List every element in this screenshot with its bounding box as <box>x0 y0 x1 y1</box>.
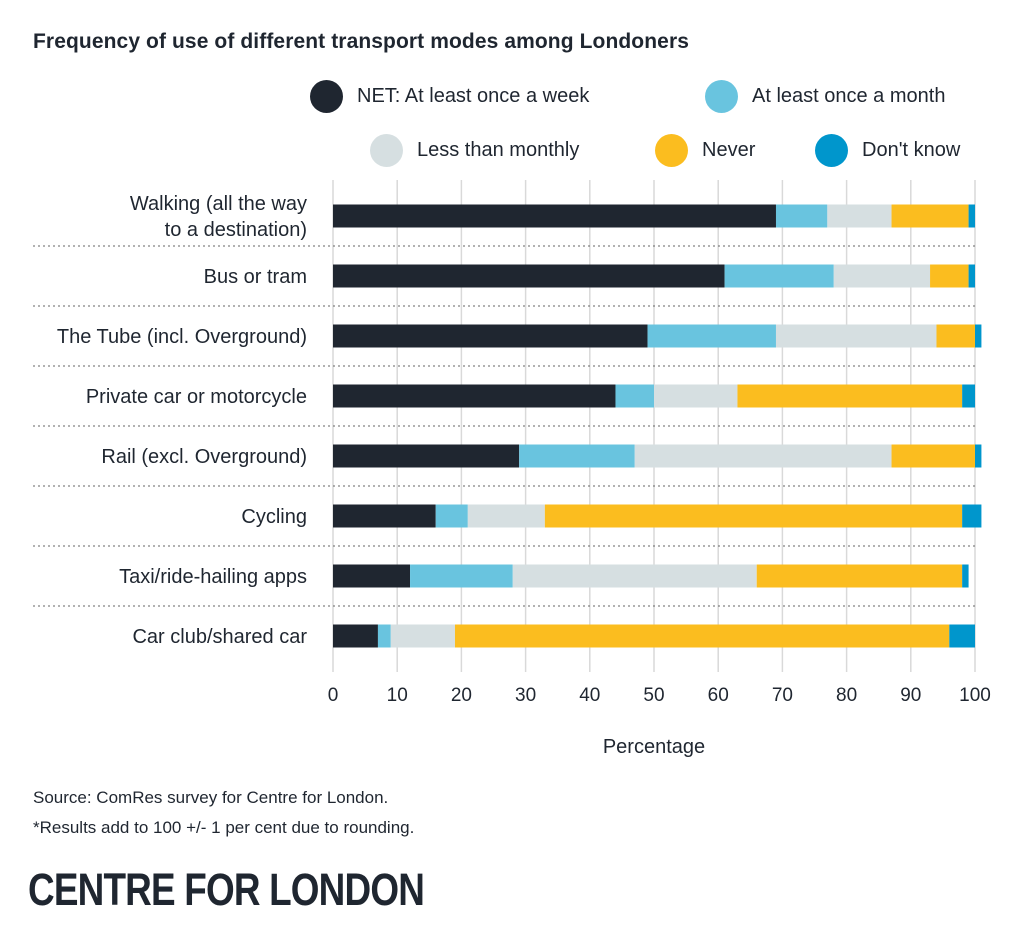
legend-label-monthly: At least once a month <box>752 85 946 107</box>
bar-segment <box>962 504 982 528</box>
legend-swatch-never <box>655 134 688 167</box>
legend-swatch-monthly <box>705 80 738 113</box>
x-axis-label: Percentage <box>603 736 705 758</box>
bar-segment <box>968 204 975 228</box>
source-note: Source: ComRes survey for Centre for Lon… <box>33 788 389 807</box>
bar-segment <box>333 384 616 408</box>
legend-item-never: Never <box>655 134 755 167</box>
legend-item-less-than-monthly: Less than monthly <box>370 134 579 167</box>
x-tick-label: 80 <box>836 685 857 706</box>
bar-segment <box>333 624 378 648</box>
chart-title: Frequency of use of different transport … <box>33 30 689 53</box>
bar-segment <box>756 564 963 588</box>
legend-item-dont-know: Don't know <box>815 134 960 167</box>
category-label: Cycling <box>241 506 307 528</box>
legend-label-never: Never <box>702 139 756 161</box>
legend-swatch-weekly <box>310 80 343 113</box>
bar-segment <box>647 324 776 348</box>
category-label: The Tube (incl. Overground) <box>57 326 307 348</box>
bar-segment <box>936 324 975 348</box>
category-label: Taxi/ride-hailing apps <box>119 566 307 588</box>
legend-item-monthly: At least once a month <box>705 80 945 113</box>
bar-segment <box>435 504 468 528</box>
bar-segment <box>737 384 963 408</box>
bar-segment <box>827 204 892 228</box>
bar-segment <box>634 444 892 468</box>
bar-segment <box>968 264 975 288</box>
category-label: to a destination) <box>165 219 307 241</box>
bar-segment <box>962 384 975 408</box>
bar-segment <box>775 204 828 228</box>
category-label: Private car or motorcycle <box>86 386 307 408</box>
x-tick-label: 50 <box>643 685 664 706</box>
rounding-note: *Results add to 100 +/- 1 per cent due t… <box>33 818 415 837</box>
bar-segment <box>833 264 931 288</box>
category-label: Walking (all the way <box>130 193 307 215</box>
bar-segment <box>775 324 937 348</box>
bar-segment <box>512 564 757 588</box>
legend-swatch-dont-know <box>815 134 848 167</box>
x-tick-label: 10 <box>387 685 408 706</box>
brand-logo: CENTRE FOR LONDON <box>28 864 425 915</box>
x-tick-label: 40 <box>579 685 600 706</box>
bar-segment <box>467 504 545 528</box>
bar-segment <box>975 444 982 468</box>
bar-segment <box>615 384 654 408</box>
bar-segment <box>410 564 513 588</box>
x-tick-label: 0 <box>328 685 339 706</box>
x-tick-label: 30 <box>515 685 536 706</box>
bar-segment <box>333 444 520 468</box>
bar-segment <box>390 624 455 648</box>
bar-segment <box>962 564 969 588</box>
bar-segment <box>333 324 648 348</box>
category-label: Car club/shared car <box>132 626 307 648</box>
bar-segment <box>454 624 950 648</box>
bar-segment <box>930 264 969 288</box>
bar-segment <box>333 564 411 588</box>
bar-segment <box>544 504 963 528</box>
x-tick-label: 60 <box>708 685 729 706</box>
x-tick-label: 90 <box>900 685 921 706</box>
bar-segment <box>333 504 436 528</box>
x-tick-label: 70 <box>772 685 793 706</box>
bar-segment <box>654 384 738 408</box>
bar-segment <box>891 204 969 228</box>
category-label: Bus or tram <box>204 266 307 288</box>
x-tick-label: 100 <box>959 685 991 706</box>
bar-segment <box>891 444 975 468</box>
legend-label-dont-know: Don't know <box>862 139 961 161</box>
legend-item-weekly: NET: At least once a week <box>310 80 589 113</box>
x-tick-label: 20 <box>451 685 472 706</box>
legend-label-weekly: NET: At least once a week <box>357 85 590 107</box>
bar-segment <box>519 444 635 468</box>
bar-segment <box>975 324 982 348</box>
bar-segment <box>333 204 776 228</box>
bar-segment <box>724 264 834 288</box>
stacked-bar-chart: 0 10 20 30 40 50 60 70 80 90 100 Walking (all the w… <box>33 180 991 758</box>
legend-swatch-less-than-monthly <box>370 134 403 167</box>
legend-label-less-than-monthly: Less than monthly <box>417 139 580 161</box>
bar-segment <box>333 264 725 288</box>
category-label: Rail (excl. Overground) <box>101 446 307 468</box>
bar-segment <box>949 624 975 648</box>
bar-segment <box>377 624 391 648</box>
